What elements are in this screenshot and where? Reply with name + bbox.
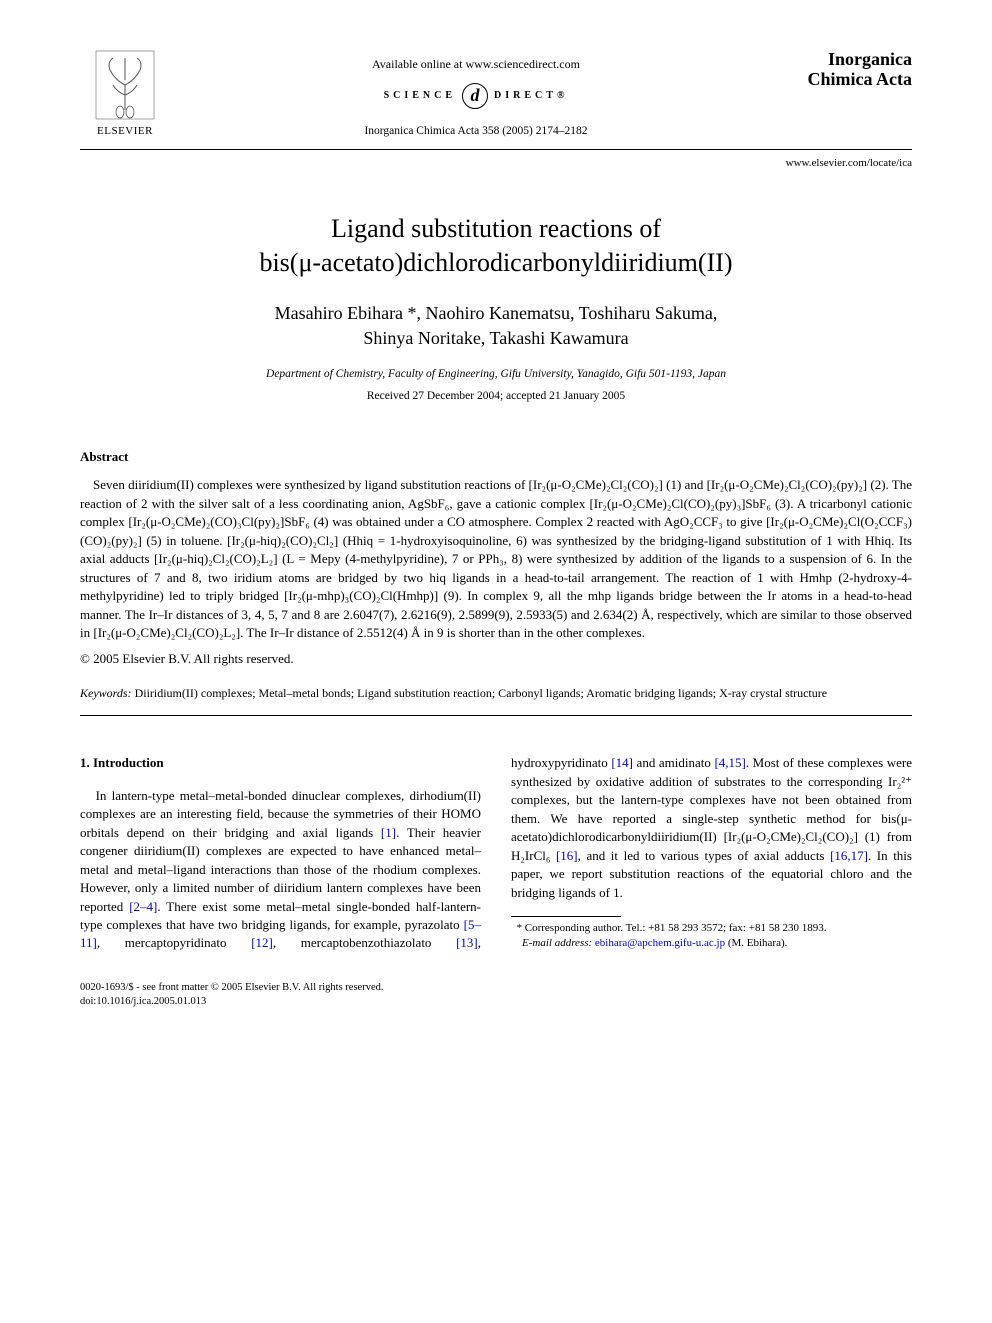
copyright-line: © 2005 Elsevier B.V. All rights reserved… <box>80 650 912 668</box>
email-label: E-mail address: <box>522 937 592 949</box>
ref-link-6[interactable]: [14] <box>611 755 633 770</box>
intro-text-2f: and amidinato <box>633 755 714 770</box>
intro-header: 1. Introduction <box>80 754 481 772</box>
footnote-corr-text: * Corresponding author. Tel.: +81 58 293… <box>517 922 827 934</box>
sciencedirect-logo: SCIENCE d DIRECT® <box>170 83 782 109</box>
title-line1: Ligand substitution reactions of <box>331 214 661 243</box>
header-center: Available online at www.sciencedirect.co… <box>170 50 782 139</box>
scidirect-left: SCIENCE <box>384 89 456 103</box>
intro-text-2c: , mercaptopyridinato <box>97 935 251 950</box>
ref-link-2[interactable]: [2–4] <box>129 899 157 914</box>
footnote-corresponding: * Corresponding author. Tel.: +81 58 293… <box>511 921 912 936</box>
available-online-text: Available online at www.sciencedirect.co… <box>170 56 782 73</box>
article-title: Ligand substitution reactions of bis(μ-a… <box>80 212 912 280</box>
intro-text-2g: . Most of these complexes were synthesiz… <box>511 755 912 862</box>
publisher-logo-block: ELSEVIER <box>80 50 170 139</box>
abstract-header: Abstract <box>80 448 912 466</box>
intro-text-2h: , and it led to various types of axial a… <box>578 848 830 863</box>
doi-line: doi:10.1016/j.ica.2005.01.013 <box>80 995 912 1009</box>
title-line2: bis(μ-acetato)dichlorodicarbonyldiiridiu… <box>259 248 732 277</box>
ref-link-1[interactable]: [1] <box>381 825 396 840</box>
article-dates: Received 27 December 2004; accepted 21 J… <box>80 388 912 404</box>
journal-header: ELSEVIER Available online at www.science… <box>80 50 912 150</box>
journal-name-line2: Chimica Acta <box>782 70 912 90</box>
journal-title-block: Inorganica Chimica Acta <box>782 50 912 90</box>
footnote-email: E-mail address: ebihara@apchem.gifu-u.ac… <box>511 936 912 951</box>
ref-link-8[interactable]: [16] <box>556 848 578 863</box>
citation-line: Inorganica Chimica Acta 358 (2005) 2174–… <box>170 123 782 139</box>
intro-text-2d: , mercaptobenzothiazolato <box>273 935 456 950</box>
abstract-text-content: Seven diiridium(II) complexes were synth… <box>80 477 912 640</box>
ref-link-4[interactable]: [12] <box>251 935 273 950</box>
scidirect-right: DIRECT® <box>494 89 568 103</box>
journal-url[interactable]: www.elsevier.com/locate/ica <box>80 156 912 171</box>
keywords-label: Keywords: <box>80 686 132 700</box>
email-attribution: (M. Ebihara). <box>725 937 787 949</box>
front-matter-line: 0020-1693/$ - see front matter © 2005 El… <box>80 981 912 995</box>
keywords-text: Diiridium(II) complexes; Metal–metal bon… <box>132 686 828 700</box>
journal-url-text: www.elsevier.com/locate/ica <box>786 156 912 171</box>
authors: Masahiro Ebihara *, Naohiro Kanematsu, T… <box>80 301 912 350</box>
doi-block: 0020-1693/$ - see front matter © 2005 El… <box>80 981 912 1009</box>
abstract-body: Seven diiridium(II) complexes were synth… <box>80 476 912 642</box>
affiliation: Department of Chemistry, Faculty of Engi… <box>80 366 912 382</box>
ref-link-7[interactable]: [4,15] <box>714 755 745 770</box>
journal-name-line1: Inorganica <box>782 50 912 70</box>
scidirect-d-icon: d <box>462 83 488 109</box>
ref-link-9[interactable]: [16,17] <box>830 848 868 863</box>
authors-line2: Shinya Noritake, Takashi Kawamura <box>363 328 628 348</box>
ref-link-5[interactable]: [13] <box>456 935 478 950</box>
email-link[interactable]: ebihara@apchem.gifu-u.ac.jp <box>595 937 725 949</box>
elsevier-tree-icon <box>95 50 155 120</box>
body-columns: 1. Introduction In lantern-type metal–me… <box>80 754 912 953</box>
authors-line1: Masahiro Ebihara *, Naohiro Kanematsu, T… <box>275 303 718 323</box>
keywords-block: Keywords: Diiridium(II) complexes; Metal… <box>80 685 912 717</box>
publisher-name: ELSEVIER <box>97 124 153 139</box>
footnote-separator <box>511 916 621 917</box>
